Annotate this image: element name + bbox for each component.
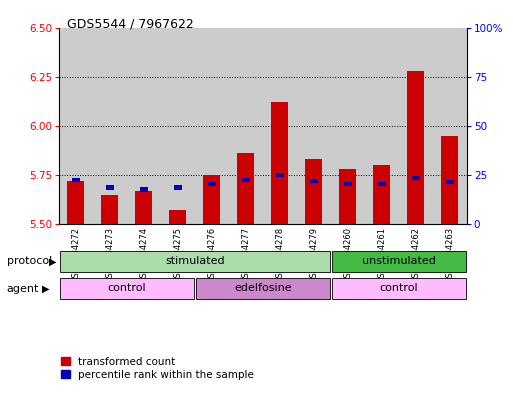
Bar bbox=[433, 28, 467, 224]
Text: control: control bbox=[380, 283, 418, 294]
Bar bbox=[72, 178, 80, 182]
Bar bbox=[161, 28, 195, 224]
Bar bbox=[331, 28, 365, 224]
Text: control: control bbox=[108, 283, 146, 294]
Text: edelfosine: edelfosine bbox=[234, 283, 292, 294]
Text: ▶: ▶ bbox=[42, 284, 50, 294]
Bar bbox=[263, 28, 297, 224]
Bar bbox=[60, 278, 194, 299]
Text: stimulated: stimulated bbox=[165, 256, 225, 266]
Text: unstimulated: unstimulated bbox=[362, 256, 436, 266]
Bar bbox=[195, 278, 330, 299]
Bar bbox=[441, 136, 458, 224]
Bar bbox=[407, 71, 424, 224]
Bar bbox=[373, 165, 390, 224]
Bar bbox=[68, 181, 85, 224]
Bar bbox=[93, 28, 127, 224]
Bar bbox=[106, 185, 114, 190]
Bar bbox=[331, 278, 466, 299]
Text: protocol: protocol bbox=[7, 256, 52, 266]
Bar bbox=[174, 185, 182, 190]
Text: ▶: ▶ bbox=[49, 256, 56, 266]
Legend: transformed count, percentile rank within the sample: transformed count, percentile rank withi… bbox=[56, 353, 259, 384]
Text: GDS5544 / 7967622: GDS5544 / 7967622 bbox=[67, 18, 193, 31]
Bar bbox=[344, 182, 352, 186]
Bar bbox=[102, 195, 119, 224]
Bar bbox=[127, 28, 161, 224]
Bar bbox=[411, 176, 420, 180]
Bar bbox=[331, 251, 466, 272]
Bar bbox=[378, 182, 386, 186]
Bar bbox=[204, 175, 221, 224]
Bar bbox=[365, 28, 399, 224]
Bar bbox=[195, 28, 229, 224]
Bar bbox=[229, 28, 263, 224]
Bar bbox=[135, 191, 152, 224]
Bar bbox=[238, 153, 254, 224]
Bar bbox=[310, 179, 318, 183]
Bar bbox=[305, 159, 322, 224]
Bar bbox=[271, 102, 288, 224]
Bar bbox=[60, 251, 330, 272]
Bar bbox=[275, 173, 284, 177]
Bar bbox=[446, 180, 454, 184]
Bar bbox=[297, 28, 331, 224]
Bar bbox=[242, 178, 250, 182]
Text: agent: agent bbox=[7, 284, 39, 294]
Bar bbox=[208, 182, 216, 186]
Bar bbox=[399, 28, 433, 224]
Bar bbox=[59, 28, 93, 224]
Bar bbox=[340, 169, 357, 224]
Bar bbox=[169, 210, 186, 224]
Bar bbox=[140, 187, 148, 192]
